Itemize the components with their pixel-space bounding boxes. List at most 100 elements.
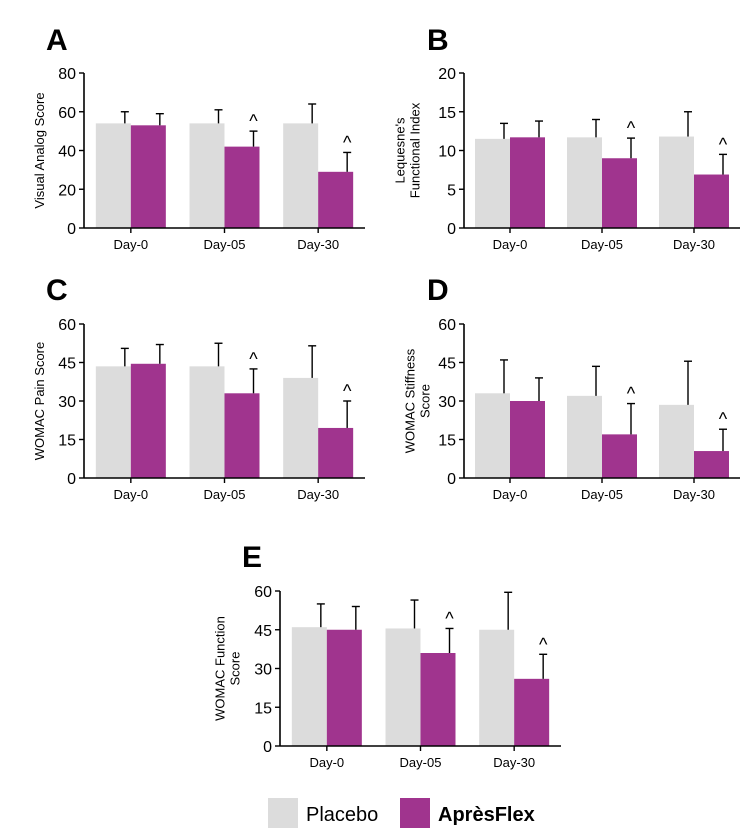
panel-letter: A xyxy=(46,24,68,57)
y-tick-label: 20 xyxy=(58,182,76,199)
panel-letter: D xyxy=(427,274,449,307)
bar-placebo-day-0 xyxy=(475,393,510,478)
y-tick-label: 0 xyxy=(447,471,456,488)
significance-marker: ^ xyxy=(539,634,548,654)
y-tick-label: 15 xyxy=(58,433,76,450)
y-tick-label: 60 xyxy=(438,317,456,334)
legend-swatch-apresflex xyxy=(400,798,430,828)
significance-marker: ^ xyxy=(445,608,454,628)
bar-apresflex-day-30 xyxy=(694,451,729,478)
x-tick-label: Day-0 xyxy=(309,755,344,770)
y-tick-label: 15 xyxy=(438,105,456,122)
y-tick-label: 15 xyxy=(254,700,272,717)
x-tick-label: Day-0 xyxy=(493,237,528,252)
bar-apresflex-day-0 xyxy=(510,401,545,478)
panel-d: D WOMAC Stiffness Score Day-0 ^ Day-05 ^ Day-30… xyxy=(403,274,740,502)
bar-apresflex-day-0 xyxy=(326,629,362,746)
x-tick-label: Day-30 xyxy=(297,237,339,252)
bar-placebo-day-30 xyxy=(479,629,515,746)
significance-marker: ^ xyxy=(627,384,636,404)
y-tick-label: 20 xyxy=(438,66,456,83)
y-axis-label: WOMAC Function xyxy=(213,616,228,721)
panel-a: A Visual Analog Score Day-0 ^ Day-05 ^ Day-30 0… xyxy=(32,24,365,252)
x-tick-label: Day-30 xyxy=(673,487,715,502)
panel-letter: B xyxy=(427,24,449,57)
y-tick-label: 0 xyxy=(263,739,272,756)
bar-placebo-day-30 xyxy=(659,404,694,478)
x-tick-label: Day-0 xyxy=(113,237,148,252)
panel-e: E WOMAC Function Score Day-0 ^ Day-05 ^ Day-30 0… xyxy=(213,541,561,770)
y-tick-label: 60 xyxy=(254,584,272,601)
legend: Placebo AprèsFlex xyxy=(268,798,535,828)
x-tick-label: Day-05 xyxy=(204,237,246,252)
bar-placebo-day-0 xyxy=(95,366,131,478)
bar-apresflex-day-0 xyxy=(510,137,545,228)
significance-marker: ^ xyxy=(719,409,728,429)
y-tick-label: 60 xyxy=(58,105,76,122)
bar-apresflex-day-30 xyxy=(318,171,354,228)
y-tick-label: 0 xyxy=(67,471,76,488)
y-tick-label: 30 xyxy=(438,394,456,411)
bar-placebo-day-05 xyxy=(189,366,225,478)
bar-apresflex-day-0 xyxy=(130,125,166,228)
x-tick-label: Day-30 xyxy=(493,755,535,770)
significance-marker: ^ xyxy=(249,349,258,369)
panel-b: B Lequesne's Functional Index Day-0 ^ Day-05 ^… xyxy=(393,24,740,252)
y-tick-label: 45 xyxy=(254,623,272,640)
y-axis-label: Functional Index xyxy=(408,102,423,198)
bar-placebo-day-05 xyxy=(189,123,225,228)
bar-placebo-day-30 xyxy=(283,377,319,478)
y-tick-label: 15 xyxy=(438,433,456,450)
bar-apresflex-day-05 xyxy=(420,653,456,746)
bar-apresflex-day-30 xyxy=(514,678,550,746)
significance-marker: ^ xyxy=(627,118,636,138)
x-tick-label: Day-05 xyxy=(581,237,623,252)
x-tick-label: Day-05 xyxy=(204,487,246,502)
y-axis-label: WOMAC Stiffness xyxy=(403,348,418,453)
y-tick-label: 45 xyxy=(438,356,456,373)
significance-marker: ^ xyxy=(719,134,728,154)
bar-apresflex-day-30 xyxy=(318,427,354,478)
bar-placebo-day-30 xyxy=(659,136,694,228)
legend-label-apresflex: AprèsFlex xyxy=(438,804,535,826)
y-tick-label: 30 xyxy=(254,662,272,679)
y-tick-label: 0 xyxy=(67,221,76,238)
y-tick-label: 45 xyxy=(58,356,76,373)
bar-placebo-day-30 xyxy=(283,123,319,228)
bar-placebo-day-05 xyxy=(567,395,602,478)
y-tick-label: 60 xyxy=(58,317,76,334)
bar-apresflex-day-05 xyxy=(602,158,637,228)
y-axis-label: Lequesne's xyxy=(393,117,408,184)
bar-placebo-day-05 xyxy=(385,628,421,746)
y-axis-label: WOMAC Pain Score xyxy=(32,342,47,460)
bar-apresflex-day-0 xyxy=(130,363,166,478)
y-tick-label: 80 xyxy=(58,66,76,83)
significance-marker: ^ xyxy=(343,132,352,152)
bar-placebo-day-0 xyxy=(291,627,327,746)
bar-apresflex-day-05 xyxy=(602,434,637,478)
bar-apresflex-day-05 xyxy=(224,393,260,478)
y-axis-label: Score xyxy=(418,384,433,418)
x-tick-label: Day-30 xyxy=(297,487,339,502)
bar-apresflex-day-30 xyxy=(694,174,729,228)
significance-marker: ^ xyxy=(343,381,352,401)
y-tick-label: 0 xyxy=(447,221,456,238)
panel-letter: E xyxy=(242,541,262,574)
x-tick-label: Day-05 xyxy=(400,755,442,770)
y-tick-label: 30 xyxy=(58,394,76,411)
bar-apresflex-day-05 xyxy=(224,146,260,228)
x-tick-label: Day-0 xyxy=(113,487,148,502)
y-tick-label: 40 xyxy=(58,144,76,161)
significance-marker: ^ xyxy=(249,111,258,131)
panel-letter: C xyxy=(46,274,68,307)
panel-c: C WOMAC Pain Score Day-0 ^ Day-05 ^ Day-30 0 15 3… xyxy=(32,274,365,502)
legend-swatch-placebo xyxy=(268,798,298,828)
bar-placebo-day-0 xyxy=(95,123,131,228)
x-tick-label: Day-05 xyxy=(581,487,623,502)
y-tick-label: 10 xyxy=(438,144,456,161)
x-tick-label: Day-30 xyxy=(673,237,715,252)
bar-placebo-day-05 xyxy=(567,137,602,228)
y-tick-label: 5 xyxy=(447,182,456,199)
legend-label-placebo: Placebo xyxy=(306,804,378,826)
